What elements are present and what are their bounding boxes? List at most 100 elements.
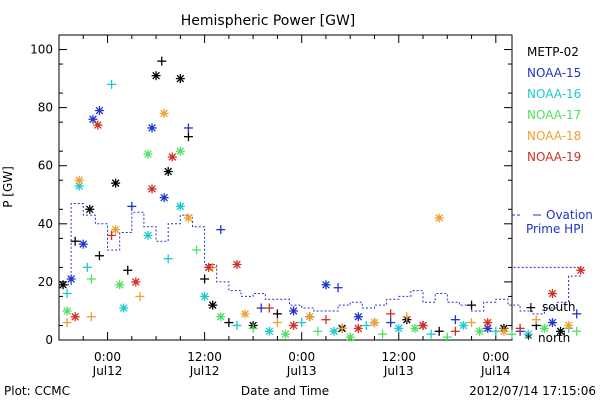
y-axis: 0 20 40 60 80 100 <box>30 43 512 347</box>
marker-stroke <box>354 324 363 333</box>
marker-stroke <box>475 327 484 336</box>
marker-stroke <box>132 278 140 286</box>
north-marker <box>167 152 177 162</box>
north-marker <box>240 309 250 319</box>
south-marker <box>82 262 92 272</box>
north-marker <box>183 213 193 223</box>
chart-title: Hemispheric Power [GW] <box>181 13 356 29</box>
north-marker <box>547 318 557 328</box>
north-marker <box>58 280 68 290</box>
marker-legend-north-label: north <box>538 331 570 345</box>
marker-stroke <box>241 310 249 318</box>
marker-stroke <box>176 202 185 211</box>
marker-stroke <box>63 307 71 315</box>
north-marker <box>523 329 533 339</box>
legend-item: NOAA-18 <box>527 129 581 143</box>
south-marker <box>467 318 477 328</box>
marker-stroke <box>200 292 209 301</box>
series-noaa-16 <box>62 79 574 339</box>
north-marker <box>483 318 493 328</box>
plot-frame <box>58 34 513 341</box>
north-marker <box>131 277 141 287</box>
marker-stroke <box>79 240 88 248</box>
south-marker <box>224 318 234 328</box>
x-tick-label-time: 12:00 <box>381 350 416 364</box>
south-marker <box>572 309 582 319</box>
south-marker <box>157 56 167 66</box>
marker-stroke <box>148 124 156 132</box>
north-marker <box>175 146 185 156</box>
legend-item: NOAA-16 <box>527 87 581 101</box>
north-marker <box>175 74 185 84</box>
marker-stroke <box>548 289 557 298</box>
north-marker <box>369 318 379 328</box>
series-noaa-17 <box>62 146 582 342</box>
south-marker <box>297 318 307 328</box>
ovation-legend-line1: Ovation <box>546 208 593 222</box>
y-tick-label: 0 <box>45 333 53 347</box>
north-marker <box>175 201 185 211</box>
x-tick-label-date: Jul14 <box>480 364 511 378</box>
x-axis-label: Date and Time <box>241 384 329 398</box>
marker-stroke <box>281 330 290 339</box>
y-tick-label: 100 <box>30 43 53 57</box>
ovation-series <box>59 203 582 315</box>
marker-stroke <box>95 106 104 115</box>
north-marker <box>159 193 169 203</box>
south-marker <box>107 79 117 89</box>
marker-stroke <box>540 324 549 333</box>
south-marker <box>386 309 396 319</box>
ovation-legend: Ovation Prime HPI <box>512 208 593 236</box>
south-marker <box>248 323 258 333</box>
north-marker <box>475 326 485 336</box>
north-marker <box>321 280 331 290</box>
marker-stroke <box>556 327 565 336</box>
series-noaa-19 <box>70 120 586 336</box>
y-tick-label: 40 <box>38 217 53 231</box>
north-marker <box>289 306 299 316</box>
marker-stroke <box>144 231 152 240</box>
x-tick-label-time: 0:00 <box>482 350 509 364</box>
marker-stroke <box>111 179 120 187</box>
legend-item: NOAA-17 <box>527 108 581 122</box>
x-axis: 0:00Jul1212:00Jul120:00Jul1312:00Jul130:… <box>82 35 511 378</box>
data-markers <box>58 56 586 342</box>
south-marker <box>94 251 104 261</box>
south-marker <box>426 329 436 339</box>
south-marker <box>107 230 117 240</box>
marker-stroke <box>184 214 193 222</box>
north-marker <box>434 213 444 223</box>
marker-stroke <box>67 275 75 283</box>
south-marker <box>515 323 525 333</box>
south-marker <box>450 326 460 336</box>
south-marker <box>467 300 477 310</box>
legend-item: NOAA-19 <box>527 150 581 164</box>
north-marker <box>163 167 173 177</box>
north-marker <box>143 149 153 159</box>
marker-stroke <box>119 304 128 312</box>
north-marker <box>208 300 218 310</box>
south-marker <box>183 132 193 142</box>
south-marker <box>378 329 388 339</box>
ovation-legend-line2: Prime HPI <box>526 222 584 236</box>
marker-stroke <box>483 318 492 327</box>
south-marker <box>232 320 242 330</box>
north-marker <box>115 280 125 290</box>
north-marker <box>94 106 104 116</box>
north-marker <box>281 329 290 339</box>
marker-stroke <box>152 71 160 80</box>
south-marker <box>86 312 96 322</box>
marker-stroke <box>370 318 379 327</box>
marker-stroke <box>346 333 355 341</box>
north-marker <box>394 323 404 333</box>
marker-stroke <box>564 321 573 330</box>
south-marker <box>183 123 193 133</box>
x-tick-label-time: 12:00 <box>187 350 222 364</box>
marker-stroke <box>111 225 120 234</box>
marker-stroke <box>160 193 168 202</box>
y-tick-label: 80 <box>38 101 53 115</box>
north-marker <box>74 175 84 185</box>
marker-stroke <box>500 327 508 336</box>
marker-stroke <box>524 330 533 339</box>
